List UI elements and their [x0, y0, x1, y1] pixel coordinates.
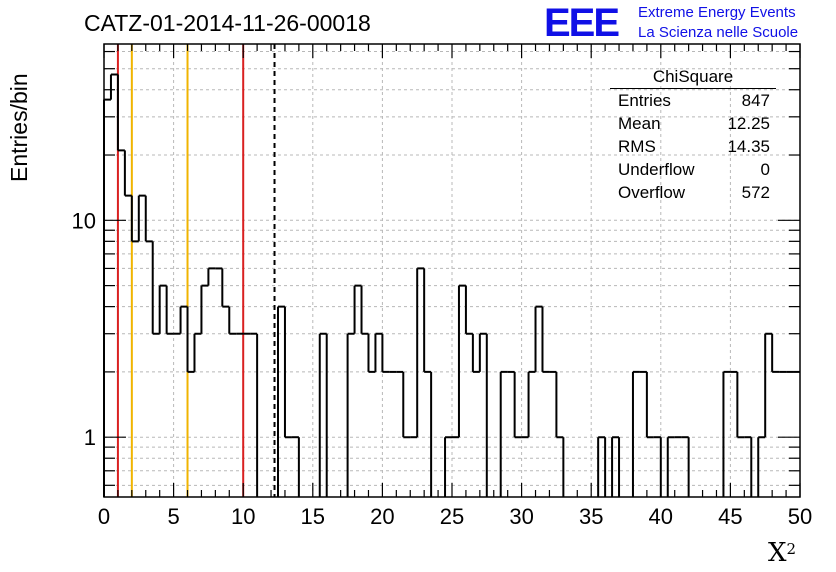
- histogram-bar: [123, 150, 132, 197]
- histogram-bar: [193, 332, 202, 372]
- stats-row-underflow: Underflow 0: [610, 158, 776, 181]
- histogram-bar: [151, 241, 160, 335]
- stats-value: 847: [741, 91, 770, 110]
- histogram-bar: [722, 370, 731, 497]
- histogram-bar: [611, 436, 620, 497]
- x-tick-label: 35: [579, 504, 603, 529]
- histogram-bar: [757, 436, 766, 497]
- stats-row-overflow: Overflow 572: [610, 181, 776, 204]
- histogram-bar: [346, 332, 355, 497]
- x-tick-label: 15: [301, 504, 325, 529]
- histogram-bar: [277, 305, 285, 497]
- stats-label: Underflow: [618, 160, 695, 179]
- histogram-bar: [200, 284, 209, 334]
- histogram-bar: [207, 267, 216, 286]
- histogram-bar: [499, 370, 508, 497]
- x-tick-label: 45: [718, 504, 742, 529]
- histogram-bar: [116, 74, 125, 152]
- histogram-bar: [457, 284, 466, 438]
- y-tick-label: 1: [84, 425, 96, 450]
- histogram-bar: [771, 333, 780, 373]
- axes: 0 5 10 15 20 25 30 35 40 45 50 1 10: [72, 43, 812, 529]
- stats-value: 12.25: [727, 114, 770, 133]
- histogram-bar: [221, 268, 230, 308]
- histogram-bar: [353, 284, 362, 334]
- eee-logo: EEE: [544, 1, 620, 45]
- histogram-bar: [381, 333, 390, 373]
- histogram-bar: [471, 333, 480, 373]
- x-tick-label: 50: [788, 504, 812, 529]
- logo-line-1: Extreme Energy Events: [638, 4, 796, 21]
- histogram-bar: [186, 306, 195, 373]
- x-tick-label: 5: [167, 504, 179, 529]
- stats-row-entries: Entries 847: [610, 89, 776, 112]
- histogram-bar: [444, 436, 452, 497]
- stats-label: RMS: [618, 137, 656, 156]
- histogram-bar: [283, 306, 292, 439]
- histogram-bar: [513, 371, 522, 439]
- histogram-bar: [158, 284, 167, 334]
- stats-row-mean: Mean 12.25: [610, 112, 776, 135]
- stats-value: 0: [760, 160, 770, 179]
- histogram-bar: [109, 73, 118, 100]
- histogram-bars: [103, 73, 800, 497]
- x-tick-label: 0: [98, 504, 110, 529]
- x-tick-label: 25: [440, 504, 464, 529]
- x-axis-label-superscript: 2: [786, 540, 797, 558]
- histogram-bar: [645, 371, 654, 439]
- stats-label: Entries: [618, 91, 671, 110]
- histogram-bar: [318, 332, 327, 497]
- stats-label: Mean: [618, 114, 661, 133]
- stats-box: ChiSquare Entries 847 Mean 12.25 RMS 14.35 …: [610, 66, 776, 204]
- x-tick-label: 10: [231, 504, 255, 529]
- histogram-bar: [374, 332, 383, 372]
- histogram-bar: [464, 285, 473, 335]
- histogram-bar: [228, 306, 237, 335]
- histogram-bar: [416, 267, 425, 438]
- histogram-bar: [367, 333, 376, 373]
- x-tick-label: 20: [370, 504, 394, 529]
- histogram-bar: [541, 306, 550, 373]
- histogram-bar: [478, 332, 487, 372]
- histogram-bar: [144, 195, 153, 243]
- histogram-bar: [137, 194, 146, 242]
- histogram-bar: [423, 268, 432, 373]
- stats-value: 572: [741, 183, 770, 202]
- histogram-bar: [555, 371, 564, 439]
- logo-line-2: La Scienza nelle Scuole: [638, 24, 799, 41]
- stats-value: 14.35: [727, 137, 770, 156]
- histogram-bar: [527, 370, 536, 438]
- histogram-bar: [597, 436, 606, 497]
- histogram-bar: [165, 285, 174, 335]
- stats-row-rms: RMS 14.35: [610, 135, 776, 158]
- histogram-bar: [179, 305, 188, 334]
- x-tick-label: 40: [649, 504, 673, 529]
- x-axis-label: X2: [768, 538, 796, 568]
- y-axis-label: Entries/bin: [6, 73, 32, 182]
- histogram-bar: [736, 371, 745, 439]
- stats-label: Overflow: [618, 183, 686, 202]
- histogram-bar: [402, 371, 411, 439]
- histogram-bar: [534, 305, 543, 372]
- histogram-bar: [631, 370, 640, 497]
- histogram-bar: [764, 332, 773, 438]
- stats-title: ChiSquare: [610, 66, 776, 89]
- x-tick-label: 30: [509, 504, 533, 529]
- histogram-bar: [360, 285, 369, 335]
- reference-lines: [116, 44, 276, 497]
- y-tick-label: 10: [72, 208, 96, 233]
- x-axis-label-base: X: [768, 538, 787, 568]
- histogram-bar: [130, 195, 139, 243]
- histogram-bar: [666, 436, 675, 497]
- chart-title: CATZ-01-2014-11-26-00018: [84, 10, 371, 36]
